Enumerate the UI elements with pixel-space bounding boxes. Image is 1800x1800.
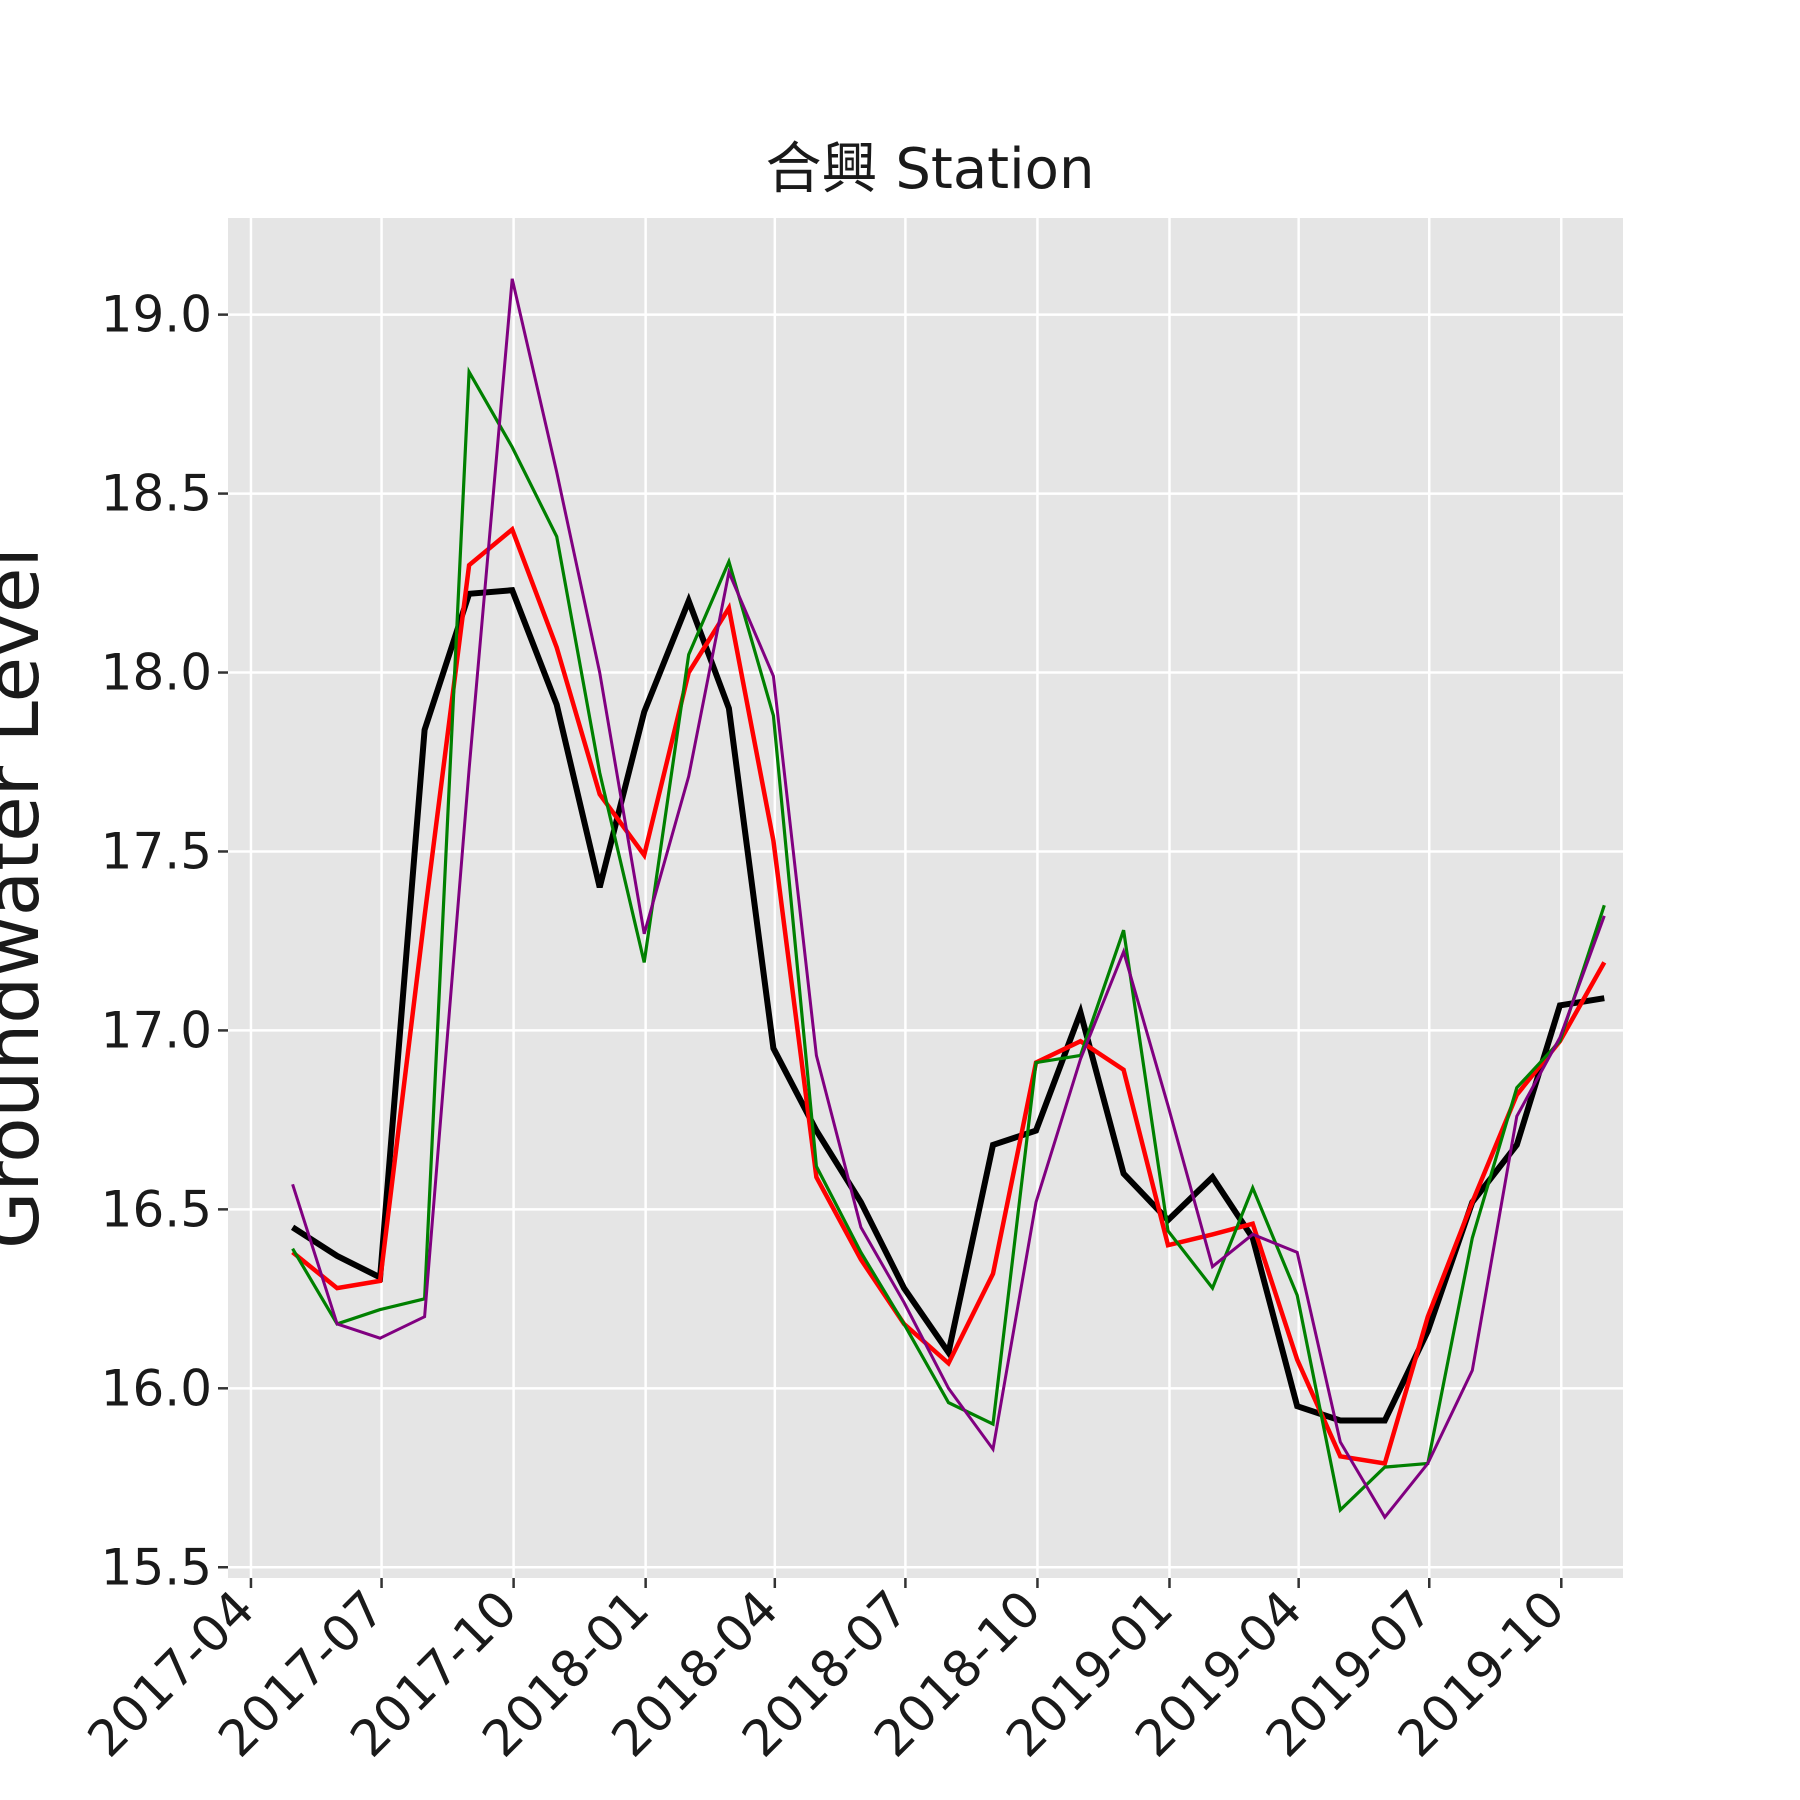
y-tick-label: 18.0: [101, 644, 212, 702]
y-tick-label: 18.5: [101, 465, 212, 523]
y-tick-label: 16.0: [101, 1359, 212, 1417]
y-tick-label: 19.0: [101, 286, 212, 344]
series-line-3: [291, 366, 1606, 1514]
chart-title: 合興 Station: [766, 137, 1095, 202]
series-line-2: [291, 525, 1607, 1467]
y-tick-label: 17.5: [101, 822, 212, 880]
grid-layer: [228, 218, 1623, 1578]
series-line-4: [291, 278, 1606, 1520]
plot-area: [228, 218, 1623, 1578]
series-layer: [290, 278, 1607, 1520]
y-tick-label: 17.0: [101, 1001, 212, 1059]
y-axis-label: Groundwater Level: [0, 547, 56, 1249]
y-tick-label: 16.5: [101, 1180, 212, 1238]
series-line-1: [290, 587, 1605, 1424]
y-tick-label: 15.5: [101, 1538, 212, 1596]
